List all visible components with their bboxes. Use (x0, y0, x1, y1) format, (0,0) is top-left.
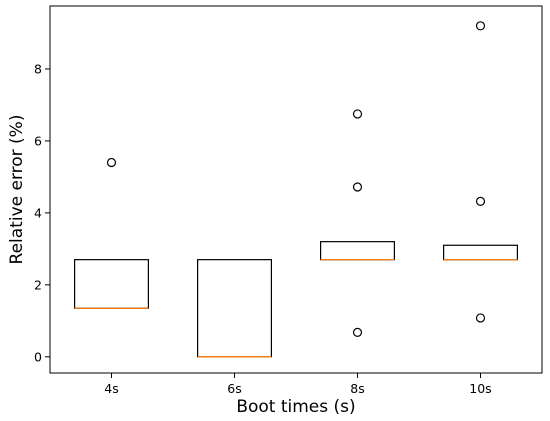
box (443, 244, 519, 261)
y-tick-label: 0 (34, 349, 42, 364)
plot-frame (49, 5, 543, 374)
outlier-point (475, 21, 486, 31)
outlier-point (475, 313, 486, 323)
outlier-point (352, 109, 363, 119)
y-tick-label: 6 (34, 133, 42, 148)
box (197, 259, 273, 358)
box-group (197, 259, 273, 358)
box-group (443, 21, 519, 323)
y-tick-label: 2 (34, 277, 42, 292)
y-axis-label: Relative error (%) (7, 115, 27, 265)
x-tick-label: 4s (104, 381, 118, 396)
x-tick-label: 10s (469, 381, 491, 396)
box-group (73, 157, 150, 309)
y-tick-label: 8 (34, 61, 42, 76)
outlier-point (352, 327, 363, 337)
x-tick-label: 6s (227, 381, 241, 396)
outlier-point (475, 196, 486, 206)
box (73, 259, 150, 309)
box (320, 241, 396, 261)
y-tick-label: 4 (34, 205, 42, 220)
outlier-point (352, 182, 363, 192)
box-group (320, 109, 396, 337)
x-axis-label: Boot times (s) (236, 397, 355, 417)
outlier-point (106, 157, 117, 168)
x-tick-label: 8s (350, 381, 364, 396)
